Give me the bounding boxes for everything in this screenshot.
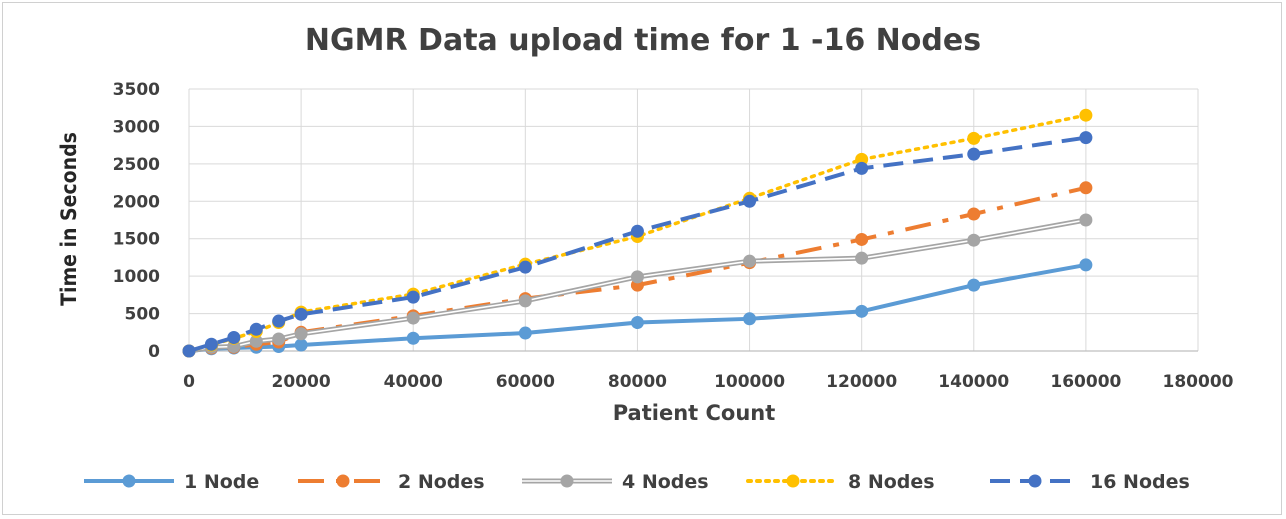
- data-point: [249, 322, 263, 336]
- x-tick-label: 120000: [826, 372, 897, 392]
- legend-marker: [122, 474, 136, 488]
- y-tick-label: 3000: [113, 117, 160, 137]
- series-group: [182, 108, 1093, 358]
- x-axis-ticks: 0 20000 40000 60000 80000 100000 120000 140000 1…: [183, 372, 1234, 392]
- data-point: [855, 152, 869, 166]
- data-point: [743, 194, 757, 208]
- x-tick-label: 160000: [1050, 372, 1121, 392]
- data-point: [406, 331, 420, 345]
- x-tick-label: 20000: [272, 372, 331, 392]
- data-point: [630, 224, 644, 238]
- y-tick-label: 0: [148, 342, 160, 362]
- x-axis-title: Patient Count: [613, 401, 776, 425]
- data-point: [249, 334, 263, 348]
- y-tick-label: 1500: [113, 230, 160, 250]
- data-point: [967, 131, 981, 145]
- legend-item: 2 Nodes: [298, 471, 485, 493]
- data-point: [294, 338, 308, 352]
- data-point: [204, 337, 218, 351]
- series-16-nodes: [182, 131, 1093, 358]
- data-point: [1079, 213, 1093, 227]
- legend-marker: [1028, 474, 1042, 488]
- data-point: [1079, 108, 1093, 122]
- legend-item: 1 Node: [84, 471, 259, 493]
- y-axis-ticks: 0 500 1000 1500 2000 2500 3000 3500: [113, 80, 160, 362]
- legend-label: 4 Nodes: [622, 471, 709, 493]
- data-point: [630, 270, 644, 284]
- data-point: [272, 332, 286, 346]
- data-point: [1079, 181, 1093, 195]
- x-tick-label: 140000: [938, 372, 1009, 392]
- data-point: [630, 316, 644, 330]
- data-point: [182, 344, 196, 358]
- x-tick-label: 60000: [496, 372, 555, 392]
- x-tick-label: 100000: [714, 372, 785, 392]
- data-point: [967, 278, 981, 292]
- data-point: [855, 232, 869, 246]
- y-tick-label: 1000: [113, 267, 160, 287]
- data-point: [1079, 131, 1093, 145]
- legend-label: 1 Node: [184, 471, 259, 493]
- legend-label: 2 Nodes: [398, 471, 485, 493]
- data-point: [743, 312, 757, 326]
- x-tick-label: 180000: [1163, 372, 1234, 392]
- y-tick-label: 2000: [113, 192, 160, 212]
- legend-item: 16 Nodes: [990, 471, 1190, 493]
- data-point: [967, 207, 981, 221]
- y-tick-label: 3500: [113, 80, 160, 100]
- legend-marker: [336, 474, 350, 488]
- data-point: [518, 326, 532, 340]
- legend-label: 8 Nodes: [848, 471, 935, 493]
- data-point: [518, 294, 532, 308]
- gridlines: [188, 88, 1199, 352]
- x-tick-label: 40000: [384, 372, 443, 392]
- data-point: [855, 304, 869, 318]
- data-point: [227, 331, 241, 345]
- data-point: [518, 260, 532, 274]
- y-tick-label: 500: [125, 305, 161, 325]
- x-tick-label: 0: [183, 372, 195, 392]
- chart-title: NGMR Data upload time for 1 -16 Nodes: [305, 23, 981, 58]
- data-point: [406, 311, 420, 325]
- legend-marker: [786, 474, 800, 488]
- legend-item: 4 Nodes: [522, 471, 709, 493]
- data-point: [967, 147, 981, 161]
- legend: 1 Node 2 Nodes 4 Nodes 8 Nodes 16 Nodes: [84, 471, 1190, 493]
- data-point: [272, 314, 286, 328]
- legend-item: 8 Nodes: [746, 471, 935, 493]
- data-point: [743, 254, 757, 268]
- data-point: [294, 327, 308, 341]
- data-point: [1079, 258, 1093, 272]
- data-point: [294, 307, 308, 321]
- data-point: [406, 290, 420, 304]
- y-tick-label: 2500: [113, 155, 160, 175]
- data-point: [855, 251, 869, 265]
- y-axis-title: Time in Seconds: [57, 132, 81, 306]
- legend-label: 16 Nodes: [1090, 471, 1190, 493]
- legend-marker: [560, 474, 574, 488]
- x-tick-label: 80000: [608, 372, 667, 392]
- data-point: [967, 233, 981, 247]
- data-point: [855, 161, 869, 175]
